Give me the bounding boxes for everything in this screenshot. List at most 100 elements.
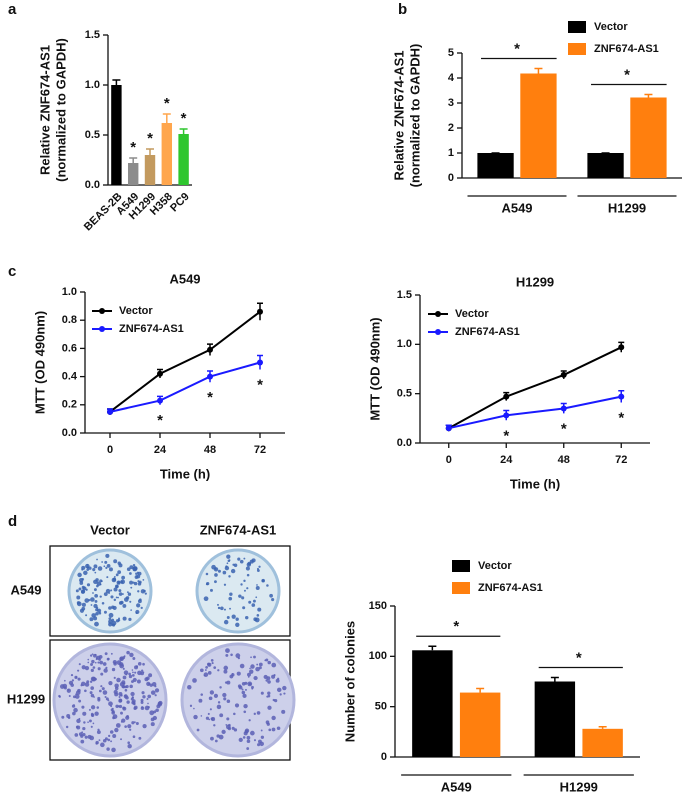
colony (193, 714, 198, 720)
colony (225, 724, 231, 730)
colony (116, 660, 122, 665)
colony (94, 571, 97, 574)
colony (80, 734, 84, 738)
colony (106, 657, 110, 661)
colony (129, 728, 132, 731)
colony (96, 584, 99, 588)
bar (412, 650, 453, 757)
colony (76, 595, 81, 600)
bar (178, 134, 189, 185)
y-tick-label: 0.5 (85, 129, 100, 141)
y-tick-label: 50 (375, 701, 387, 713)
point (618, 344, 625, 351)
colony (90, 686, 94, 690)
colony (189, 704, 193, 707)
colony (217, 603, 219, 606)
colony (111, 667, 116, 672)
colony (276, 687, 282, 693)
colony (75, 676, 78, 679)
colony (94, 661, 97, 664)
colony (216, 704, 222, 710)
colony (130, 697, 134, 701)
significance: * (618, 410, 624, 427)
point (560, 371, 567, 378)
y-tick-label: 100 (369, 650, 387, 662)
colony (106, 576, 109, 579)
colony (89, 617, 94, 622)
colony (91, 676, 97, 682)
colony (104, 652, 108, 656)
colony (95, 742, 98, 745)
colony (253, 655, 256, 659)
colony (110, 595, 114, 599)
colony (129, 565, 134, 570)
legend-marker (435, 329, 441, 335)
colony (137, 582, 142, 586)
colony (100, 672, 104, 676)
colony (209, 588, 213, 592)
y-tick-label: 0.6 (62, 342, 77, 354)
colony (267, 705, 272, 710)
colony (247, 561, 251, 566)
colony (141, 669, 144, 672)
colony (136, 679, 141, 684)
colony (132, 671, 134, 674)
significance: * (157, 412, 163, 429)
colony (125, 673, 128, 676)
colony (131, 669, 134, 671)
significance: * (164, 95, 170, 112)
colony (95, 612, 99, 616)
colony (250, 656, 252, 659)
colony (247, 681, 253, 687)
point (618, 393, 625, 400)
y-tick-label: 0.0 (397, 437, 412, 449)
colony (245, 566, 250, 571)
colony (92, 722, 95, 725)
colony (249, 667, 251, 670)
colony (210, 659, 214, 662)
colony (95, 658, 98, 661)
colony (112, 714, 118, 719)
colony (87, 658, 90, 661)
colony (122, 685, 126, 689)
plate (52, 642, 168, 758)
colony (268, 728, 272, 732)
colony (84, 689, 87, 693)
colony (267, 660, 271, 665)
colony (222, 570, 227, 575)
colony (137, 662, 142, 666)
colony (127, 741, 131, 745)
colony (200, 693, 203, 696)
colony (256, 663, 259, 666)
error-bar (146, 148, 154, 155)
colony (127, 743, 132, 749)
colony (226, 616, 230, 619)
colony (214, 568, 217, 570)
colony (110, 740, 113, 743)
colony (274, 699, 278, 703)
colony (96, 730, 101, 735)
legend-marker (435, 311, 441, 317)
y-tick-label: 1.5 (85, 29, 100, 41)
colony (105, 697, 109, 701)
colony (117, 617, 121, 620)
colony (129, 572, 132, 575)
colony (121, 718, 126, 723)
colony (209, 708, 212, 711)
legend-marker (99, 308, 105, 314)
colony (92, 653, 97, 658)
colony (219, 686, 222, 689)
colony (196, 728, 200, 732)
colony (108, 592, 110, 594)
colony (217, 606, 221, 610)
colony (108, 680, 113, 686)
colony (221, 729, 226, 735)
colony (243, 557, 246, 560)
colony (155, 708, 159, 713)
colony (102, 662, 107, 666)
colony (81, 705, 85, 709)
colony (275, 678, 280, 683)
colony (128, 617, 132, 621)
colony (88, 566, 92, 570)
bar (587, 153, 624, 178)
